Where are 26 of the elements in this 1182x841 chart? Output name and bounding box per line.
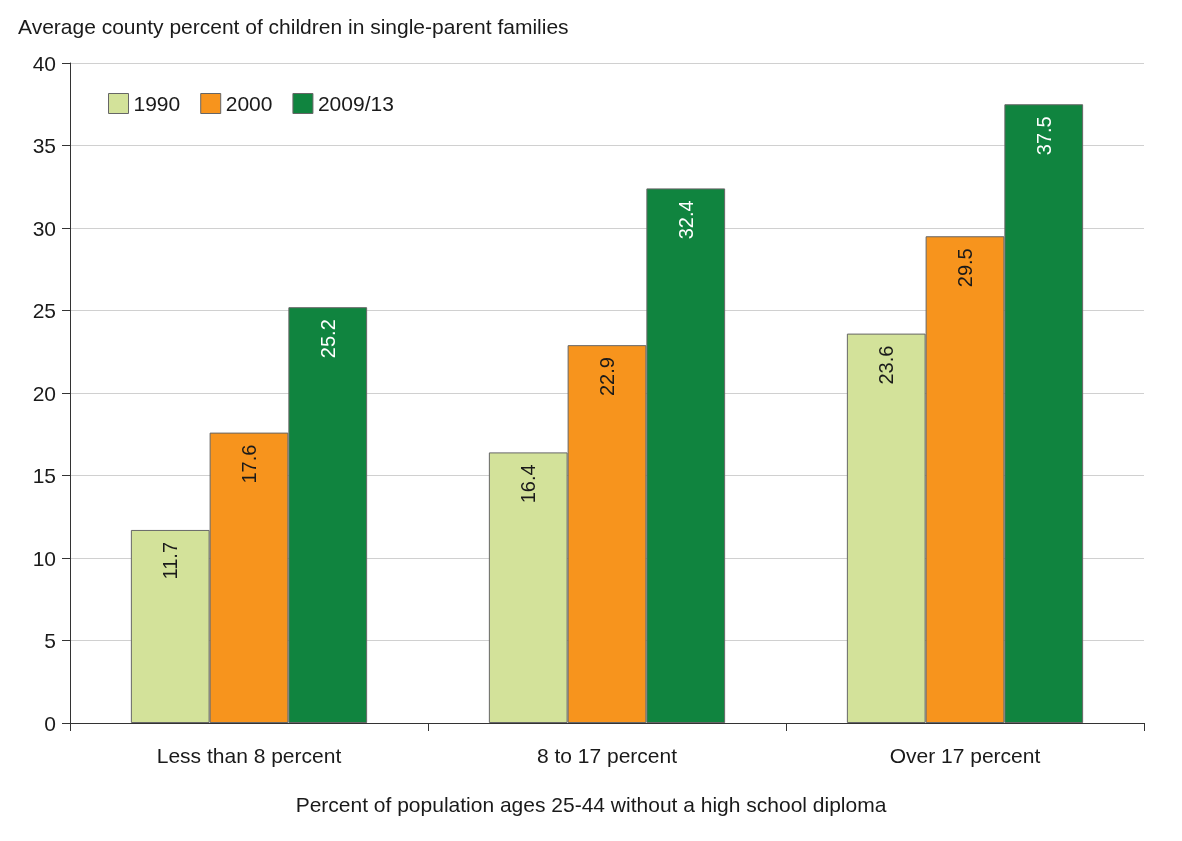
y-tick-label: 30 <box>32 216 56 240</box>
data-label: 25.2 <box>316 319 339 359</box>
y-axis-title: Average county percent of children in single-parent families <box>18 15 569 38</box>
y-tick-label: 0 <box>44 711 56 735</box>
y-tick-label: 10 <box>32 546 56 570</box>
y-tick-label: 5 <box>44 629 56 652</box>
x-tick-label: Less than 8 percent <box>156 744 342 767</box>
x-axis-title: Percent of population ages 25-44 without a high school diploma <box>295 793 887 816</box>
data-label: 23.6 <box>875 345 898 385</box>
x-tick-label: 8 to 17 percent <box>536 744 678 767</box>
y-tick-label: 35 <box>32 134 56 157</box>
data-label: 11.7 <box>159 541 182 580</box>
y-tick-label: 15 <box>32 464 56 487</box>
legend-label: 2009/13 <box>317 92 394 115</box>
x-tick-label: Over 17 percent <box>889 744 1041 767</box>
data-label: 16.4 <box>517 464 540 504</box>
data-label: 17.6 <box>238 444 260 484</box>
y-tick-label: 40 <box>32 51 56 75</box>
data-label: 32.4 <box>674 200 697 240</box>
data-label: 29.5 <box>954 248 976 288</box>
y-tick-label: 25 <box>32 299 56 322</box>
y-tick-label: 20 <box>32 381 56 405</box>
data-label: 22.9 <box>596 357 618 397</box>
data-label: 37.5 <box>1032 116 1055 156</box>
legend-label: 2000 <box>225 92 273 115</box>
legend-label: 1990 <box>133 92 181 115</box>
